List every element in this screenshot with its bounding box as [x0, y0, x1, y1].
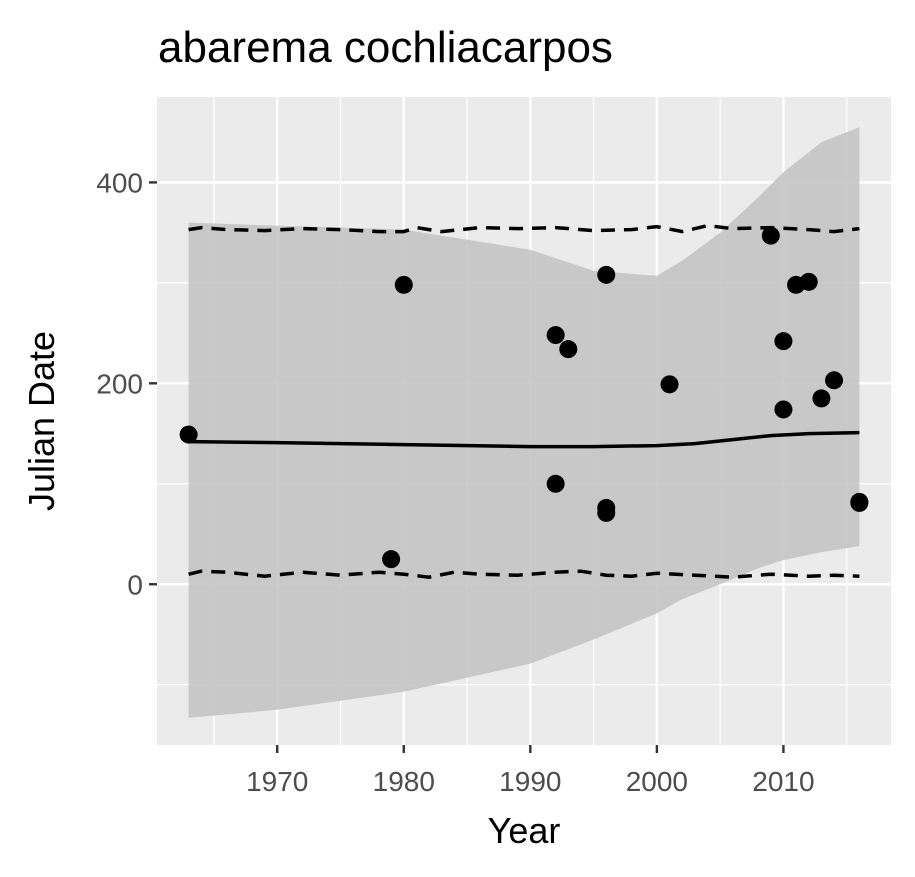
- data-point: [546, 474, 565, 493]
- fit-line: [188, 430, 860, 449]
- data-point: [850, 492, 869, 511]
- x-tick-label: 1980: [373, 766, 435, 797]
- x-axis: 1970 1980 1990 2000 2010: [246, 745, 815, 797]
- data-point: [761, 226, 780, 245]
- y-axis-title: Julian Date: [21, 331, 62, 511]
- y-tick-label: 0: [127, 569, 143, 600]
- x-axis-title: Year: [488, 810, 561, 851]
- data-point: [394, 275, 413, 294]
- x-tick-label: 2010: [752, 766, 814, 797]
- x-tick-label: 2000: [626, 766, 688, 797]
- data-point: [597, 265, 616, 284]
- confidence-ribbon: [188, 127, 860, 718]
- y-tick-label: 400: [96, 167, 143, 198]
- data-point: [597, 503, 616, 522]
- data-point: [559, 340, 578, 359]
- data-point: [825, 371, 844, 390]
- data-point: [774, 332, 793, 351]
- data-point: [382, 550, 401, 569]
- data-point: [179, 425, 198, 444]
- data-point: [812, 389, 831, 408]
- y-axis: 0 200 400: [96, 167, 157, 600]
- data-points: [179, 226, 869, 569]
- y-tick-label: 200: [96, 368, 143, 399]
- chart-title: abarema cochliacarpos: [158, 23, 613, 72]
- lower-quantile-line: [188, 569, 860, 579]
- x-tick-label: 1970: [246, 766, 308, 797]
- upper-quantile-line: [188, 223, 860, 234]
- data-point: [660, 375, 679, 394]
- x-tick-label: 1990: [499, 766, 561, 797]
- data-point: [546, 326, 565, 345]
- data-point: [774, 400, 793, 419]
- data-point: [799, 272, 818, 291]
